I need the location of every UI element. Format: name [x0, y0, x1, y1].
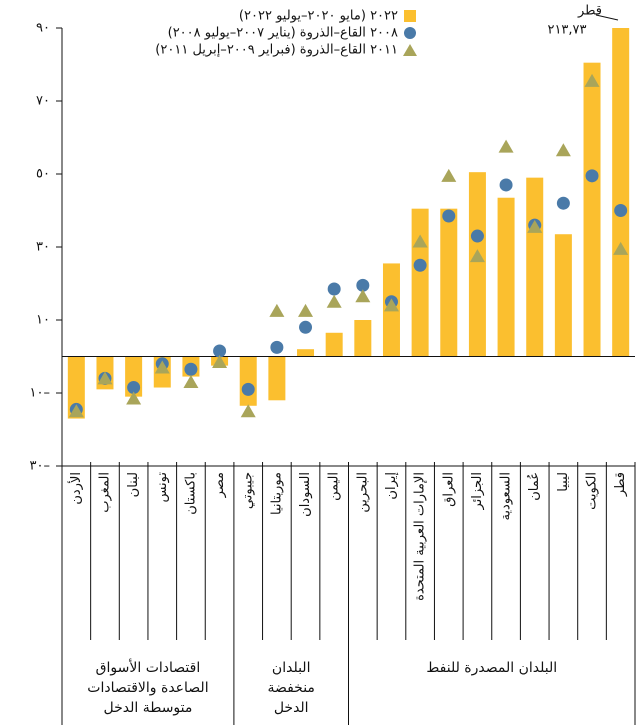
x-tick-label: الجزائر — [470, 472, 485, 511]
bars — [67, 28, 630, 419]
triangle — [68, 404, 84, 418]
x-tick-label: البحرين — [355, 472, 370, 513]
triangle — [469, 249, 485, 263]
y-tick-label: ٣٠ — [36, 240, 50, 255]
bar — [239, 356, 257, 406]
y-tick-label: ٥٠ — [36, 167, 50, 182]
x-tick-label: لبنان — [126, 472, 141, 497]
x-tick-label: المغرب — [97, 472, 112, 513]
bar — [440, 208, 458, 357]
x-tick-label: العراق — [441, 472, 456, 507]
legend-label: ٢٠٢٢ (مايو ٢٠٢٠–يوليو ٢٠٢٢) — [239, 9, 398, 24]
bar — [612, 28, 630, 357]
triangle — [441, 168, 457, 182]
x-tick-label: السودان — [298, 472, 313, 517]
dot — [499, 178, 513, 192]
x-tick-label: تونس — [155, 472, 170, 503]
triangle — [298, 303, 314, 317]
dot — [299, 320, 313, 334]
bar — [67, 356, 85, 419]
triangle — [269, 303, 285, 317]
x-tick-label: عُمان — [527, 472, 543, 501]
triangle — [212, 354, 228, 368]
group-label: البلدان المصدرة للنفط — [426, 660, 557, 676]
legend-swatch — [403, 44, 417, 56]
triangle — [412, 234, 428, 248]
x-tick-label: إيران — [384, 472, 399, 500]
bar — [583, 62, 601, 357]
x-tick-label: مصر — [212, 472, 227, 498]
bar — [325, 332, 343, 357]
dot — [556, 196, 570, 210]
x-tick-label: اليمن — [327, 472, 342, 501]
triangle — [584, 73, 600, 87]
bar — [497, 197, 515, 357]
x-tick-label: السعودية — [499, 472, 514, 521]
triangle — [383, 298, 399, 312]
triangle — [613, 241, 629, 255]
dot — [614, 204, 628, 217]
leader-line — [595, 14, 619, 21]
x-tick-label: موريتانيا — [269, 472, 284, 515]
bar — [468, 172, 486, 357]
x-tick-label: قطر — [613, 472, 628, 497]
bar — [354, 320, 372, 357]
dot — [270, 340, 284, 354]
x-tick-label: الأردن — [67, 472, 84, 505]
group-label: الدخل — [274, 700, 309, 716]
dot — [413, 258, 427, 272]
bar — [411, 208, 429, 357]
dot — [356, 278, 370, 292]
y-tick-label: ١٠ — [36, 313, 50, 328]
y-tick-label: ٧٠ — [36, 94, 50, 109]
bar — [554, 234, 572, 357]
legend-label: ٢٠١١ القاع–الذروة (فبراير ٢٠٠٩–إبريل ٢٠١… — [155, 43, 398, 58]
group-label: الصاعدة والاقتصادات — [87, 680, 208, 696]
y-tick-label: ٩٠ — [36, 21, 50, 36]
x-tick-label: باكستان — [183, 472, 198, 515]
triangle — [126, 391, 142, 405]
triangle — [183, 375, 199, 389]
dot — [213, 344, 227, 358]
triangle — [97, 371, 113, 385]
triangle — [555, 143, 571, 157]
dot — [184, 362, 198, 376]
triangle — [154, 360, 170, 374]
dot — [442, 209, 456, 223]
bar — [297, 349, 315, 357]
bar — [268, 356, 286, 401]
legend-swatch — [404, 27, 416, 39]
group-label: متوسطة الدخل — [104, 700, 193, 716]
y-tick-label: ١٠– — [30, 386, 50, 401]
group-label: اقتصادات الأسواق — [96, 658, 201, 676]
group-label: البلدان — [272, 660, 311, 676]
x-tick-label: الكويت — [585, 472, 600, 510]
triangle — [527, 219, 543, 233]
y-tick-label: ٣٠– — [30, 459, 50, 474]
triangle — [240, 404, 256, 418]
x-tick-label: جيبوتي — [241, 472, 256, 509]
triangle — [326, 294, 342, 308]
group-label: منخفضة — [267, 680, 315, 696]
annotation: قطر — [577, 4, 602, 19]
triangle — [355, 289, 371, 303]
legend-label: ٢٠٠٨ القاع–الذروة (يناير ٢٠٠٧–يوليو ٢٠٠٨… — [168, 26, 398, 41]
dot — [127, 381, 141, 395]
x-tick-label: ليبيا — [556, 472, 571, 492]
legend-swatch — [404, 10, 416, 22]
dot — [585, 169, 599, 183]
dot — [327, 282, 341, 296]
x-tick-label: الإمارات العربية المتحدة — [413, 472, 428, 601]
bar — [526, 177, 544, 357]
dot — [241, 382, 255, 396]
value-label: ٢١٣,٧٣ — [547, 23, 586, 38]
triangle — [498, 139, 514, 153]
dot — [470, 229, 484, 243]
